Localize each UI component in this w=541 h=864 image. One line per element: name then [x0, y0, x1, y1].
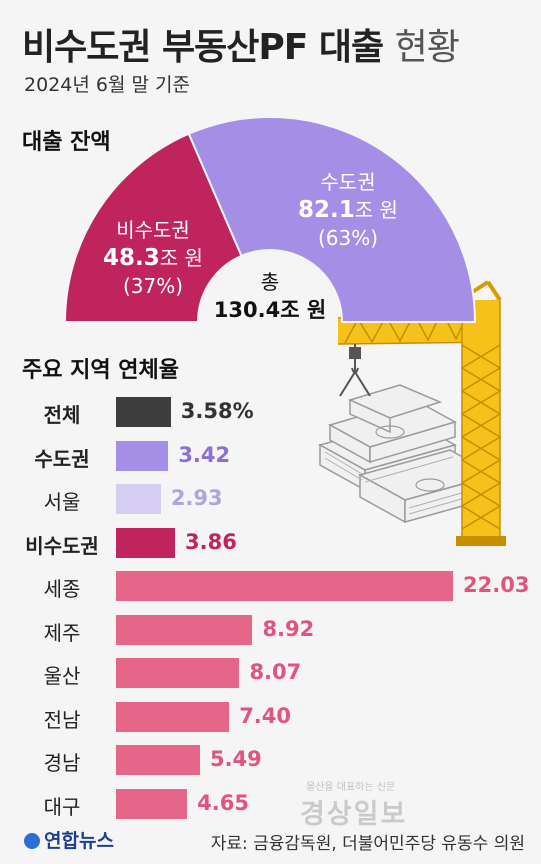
- bar-value-label: 5.49: [209, 747, 262, 771]
- source-note: 자료: 금융감독원, 더불어민주당 유동수 의원: [210, 834, 525, 854]
- donut-slice-capital: [187, 115, 477, 323]
- yonhap-logo: 연합뉴스: [24, 826, 114, 853]
- bar-category-label: 전남: [43, 707, 81, 732]
- bar-category-label: 전체: [43, 403, 81, 427]
- watermark: 경상일보: [300, 799, 408, 830]
- noncapital-value: 48.3: [103, 245, 160, 271]
- bar-category-label: 대구: [43, 794, 81, 819]
- capital-name: 수도권: [320, 170, 376, 194]
- bar-category-label: 제주: [43, 620, 81, 645]
- donut-total: 총 130.4조 원: [200, 268, 340, 324]
- bar-category-label: 비수도권: [25, 533, 99, 558]
- bar-value-label: 3.86: [185, 529, 237, 554]
- bar-rect: [116, 484, 161, 514]
- bar-rect: [116, 571, 453, 601]
- bar-rect: [116, 440, 169, 471]
- bar-rect: [116, 788, 188, 819]
- noncapital-name: 비수도권: [116, 218, 190, 242]
- bar-value-label: 3.42: [178, 442, 231, 467]
- bar-value-label: 4.65: [197, 790, 249, 815]
- bar-category-label: 서울: [43, 490, 81, 514]
- noncapital-pct: (37%): [122, 274, 184, 298]
- capital-slice-label: 수도권 82.1조 원 (63%): [278, 168, 418, 252]
- bar-rect: [116, 701, 230, 732]
- page-title: 비수도권 부동산PF 대출 현황: [22, 18, 460, 70]
- bar-rect: [116, 658, 240, 688]
- bar-rect: [116, 614, 253, 645]
- bar-rect: [116, 397, 171, 427]
- bar-value-label: 3.58%: [180, 399, 254, 423]
- bar-value-label: 2.93: [170, 486, 223, 510]
- logo-text: 연합뉴스: [44, 830, 114, 852]
- bar-value-label: 7.40: [239, 703, 292, 728]
- bar-category-label: 세종: [43, 577, 81, 601]
- bar-rect: [116, 745, 200, 775]
- noncapital-slice-label: 비수도권 48.3조 원 (37%): [88, 216, 218, 300]
- noncapital-unit: 조 원: [159, 246, 203, 270]
- title-main: 비수도권 부동산PF 대출: [22, 27, 384, 68]
- bar-value-label: 22.03: [463, 573, 530, 597]
- delinquency-section-title: 주요 지역 연체율: [22, 358, 179, 383]
- title-light: 현황: [394, 27, 460, 68]
- subtitle: 2024년 6월 말 기준: [24, 74, 190, 96]
- bar-value-label: 8.07: [249, 660, 302, 684]
- bar-category-label: 수도권: [34, 446, 90, 471]
- logo-icon: [24, 833, 40, 849]
- capital-unit: 조 원: [354, 198, 398, 222]
- total-value: 130.4조 원: [213, 298, 327, 322]
- capital-pct: (63%): [317, 226, 379, 250]
- bar-category-label: 경남: [43, 751, 81, 775]
- total-label: 총: [260, 270, 280, 294]
- bar-value-label: 8.92: [262, 616, 315, 641]
- balance-section-title: 대출 잔액: [22, 130, 111, 155]
- donut-slice-noncapital: [63, 132, 243, 323]
- capital-value: 82.1: [298, 197, 355, 223]
- bar-rect: [116, 527, 176, 558]
- bar-category-label: 울산: [43, 664, 81, 688]
- watermark-tagline: 울산을 대표하는 신문: [306, 782, 396, 793]
